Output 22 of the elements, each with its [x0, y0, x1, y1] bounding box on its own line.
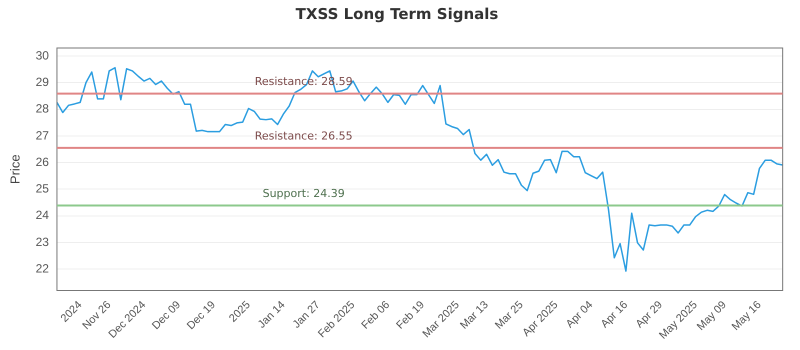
y-tick-label: 26: [36, 154, 50, 169]
x-tick-label: Mar 13: [458, 298, 491, 332]
y-axis-title: Price: [7, 154, 22, 184]
y-tick-label: 29: [36, 74, 50, 89]
y-tick-label: 24: [36, 208, 50, 222]
y-tick-label: 30: [36, 48, 50, 62]
chart-title: TXSS Long Term Signals: [296, 4, 498, 23]
y-tick-label: 25: [36, 182, 50, 196]
x-tick-label: Dec 19: [184, 298, 218, 332]
x-tick-label: Dec 09: [150, 298, 184, 332]
x-tick-label: Apr 16: [598, 298, 630, 330]
ref-line-label: Resistance: 26.55: [254, 129, 353, 142]
ref-line-label: Support: 24.39: [262, 186, 345, 200]
y-tick-label: 28: [36, 102, 50, 116]
x-tick-label: Jan 14: [256, 298, 288, 331]
y-tick-label: 22: [36, 262, 50, 276]
x-tick-label: Apr 04: [564, 298, 596, 330]
y-tick-label: 27: [36, 128, 50, 142]
x-tick-label: Feb 19: [394, 298, 427, 332]
y-tick-label: 23: [36, 234, 50, 249]
x-tick-label: Feb 06: [359, 298, 392, 332]
x-tick-label: May 16: [730, 298, 764, 333]
